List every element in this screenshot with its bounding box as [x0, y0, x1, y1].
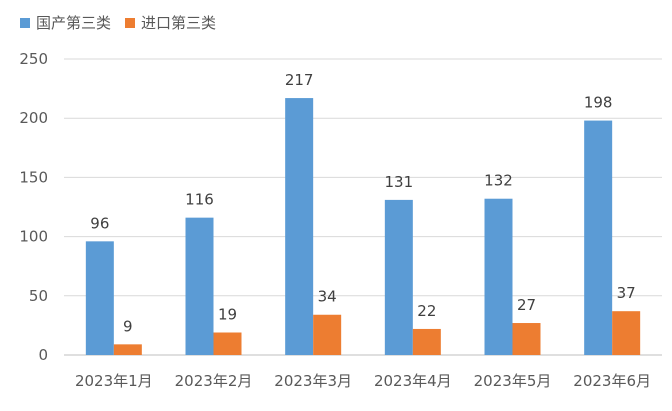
legend-item-domestic: 国产第三类: [20, 12, 111, 33]
x-tick-label-3: 2023年3月: [274, 372, 352, 390]
legend-swatch-domestic: [20, 17, 30, 28]
data-label-domestic-3: 217: [285, 71, 314, 89]
legend-label-domestic: 国产第三类: [36, 14, 112, 32]
legend-swatch-imported: [125, 17, 136, 28]
x-tick-label-2: 2023年2月: [175, 372, 253, 390]
data-label-domestic-6: 198: [584, 94, 613, 112]
data-label-imported-6: 37: [617, 284, 636, 302]
y-tick-label-100: 100: [19, 228, 48, 246]
bar-imported-3: [313, 314, 342, 355]
bar-imported-1: [113, 344, 142, 355]
data-label-imported-4: 22: [417, 302, 436, 320]
bar-imported-6: [612, 311, 641, 355]
bar-domestic-4: [384, 199, 413, 355]
y-tick-label-0: 0: [38, 346, 48, 364]
x-tick-label-4: 2023年4月: [374, 372, 452, 390]
data-label-imported-3: 34: [318, 288, 337, 306]
legend-label-imported: 进口第三类: [141, 14, 217, 32]
x-tick-label-1: 2023年1月: [75, 372, 153, 390]
bar-domestic-3: [285, 98, 314, 356]
x-tick-label-5: 2023年5月: [474, 372, 552, 390]
data-label-domestic-5: 132: [484, 172, 513, 190]
data-label-imported-1: 9: [123, 317, 133, 335]
bar-domestic-2: [185, 217, 214, 355]
bar-domestic-6: [584, 120, 613, 356]
bar-domestic-1: [85, 241, 114, 355]
bar-imported-4: [412, 328, 441, 355]
data-label-domestic-4: 131: [385, 173, 414, 191]
bar-domestic-5: [484, 198, 513, 355]
x-tick-label-6: 2023年6月: [573, 372, 651, 390]
y-tick-label-50: 50: [29, 287, 48, 305]
data-label-domestic-2: 116: [185, 191, 214, 209]
data-label-imported-2: 19: [218, 306, 237, 324]
legend: 国产第三类 进口第三类: [20, 12, 230, 33]
bar-imported-5: [512, 323, 541, 355]
legend-item-imported: 进口第三类: [125, 12, 216, 33]
data-label-domestic-1: 96: [90, 214, 109, 232]
data-label-imported-5: 27: [517, 296, 536, 314]
bar-imported-2: [213, 332, 242, 355]
y-tick-label-250: 250: [19, 50, 48, 68]
y-tick-label-200: 200: [19, 109, 48, 127]
y-tick-label-150: 150: [19, 168, 48, 186]
